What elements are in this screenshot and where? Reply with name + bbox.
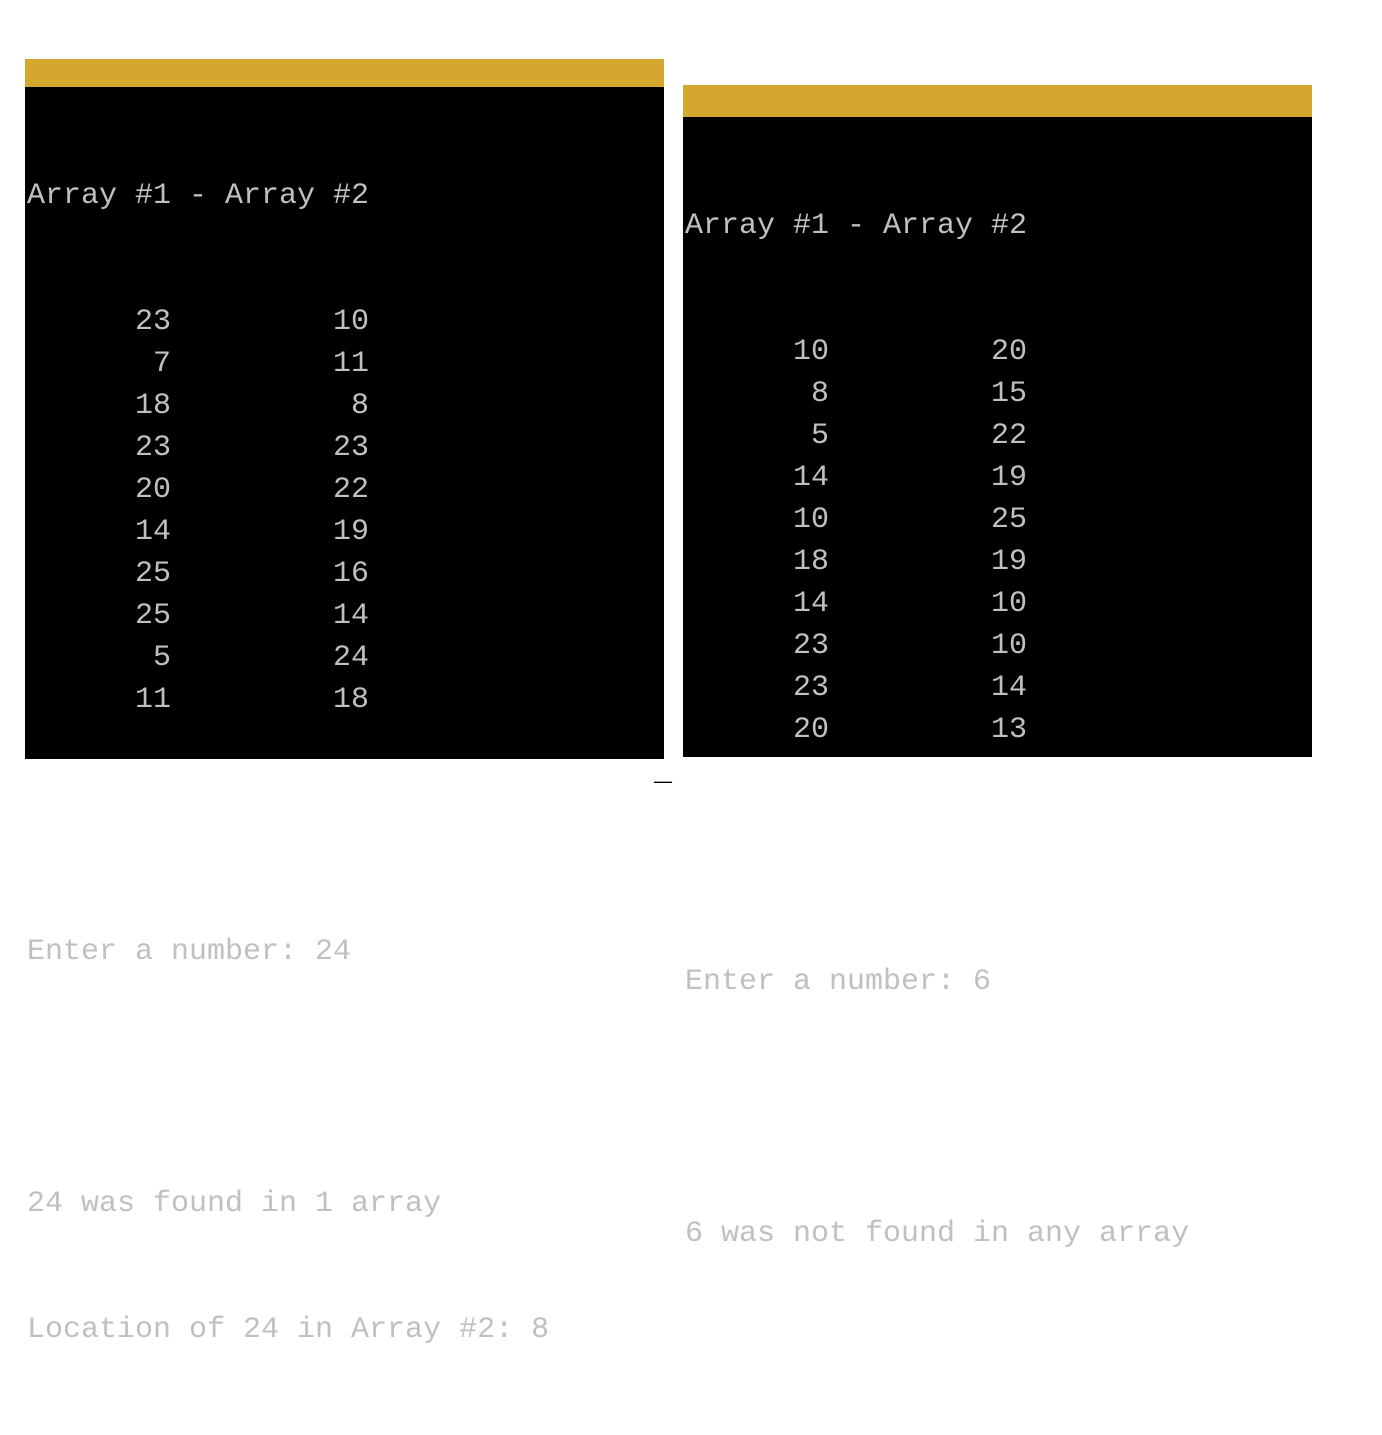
table-row: 18 19 xyxy=(685,541,1312,583)
result-line-1: 24 was found in 1 array xyxy=(27,1183,664,1225)
table-row: 10 25 xyxy=(685,499,1312,541)
titlebar-1 xyxy=(25,59,664,87)
prompt-line-2[interactable]: Enter a number: 6 xyxy=(685,961,1312,1003)
table-row: 23 23 xyxy=(27,427,664,469)
result-line-1: 6 was not found in any array xyxy=(685,1213,1312,1255)
table-row: 14 19 xyxy=(685,457,1312,499)
terminal-window-1: Array #1 - Array #2 23 10 7 11 18 8 23 2… xyxy=(25,59,664,759)
table-row: 5 22 xyxy=(685,415,1312,457)
table-row: 25 14 xyxy=(27,595,664,637)
table-row: 25 16 xyxy=(27,553,664,595)
blank-line xyxy=(685,835,1312,877)
table-row: 7 11 xyxy=(27,343,664,385)
terminal-output-2: Array #1 - Array #2 10 20 8 15 5 22 14 1… xyxy=(683,117,1312,1339)
table-row: 8 15 xyxy=(685,373,1312,415)
header-line: Array #1 - Array #2 xyxy=(27,175,664,217)
blank-line xyxy=(685,1087,1312,1129)
table-row: 11 18 xyxy=(27,679,664,721)
table-row: 23 10 xyxy=(685,625,1312,667)
prompt-label: Enter a number: xyxy=(685,965,973,999)
titlebar-2 xyxy=(683,85,1312,117)
table-row: 20 22 xyxy=(27,469,664,511)
blank-line xyxy=(27,1057,664,1099)
terminal-output-1: Array #1 - Array #2 23 10 7 11 18 8 23 2… xyxy=(25,87,664,1435)
data-rows-1: 23 10 7 11 18 8 23 23 20 22 14 19 25 16 … xyxy=(27,301,664,721)
table-row: 14 10 xyxy=(685,583,1312,625)
table-row: 23 10 xyxy=(27,301,664,343)
table-row: 18 8 xyxy=(27,385,664,427)
prompt-label: Enter a number: xyxy=(27,935,315,969)
cursor-icon: _ xyxy=(654,756,672,790)
table-row: 23 14 xyxy=(685,667,1312,709)
prompt-value: 6 xyxy=(973,965,991,999)
header-line: Array #1 - Array #2 xyxy=(685,205,1312,247)
prompt-line-1[interactable]: Enter a number: 24 xyxy=(27,931,664,973)
table-row: 10 20 xyxy=(685,331,1312,373)
table-row: 5 24 xyxy=(27,637,664,679)
data-rows-2: 10 20 8 15 5 22 14 19 10 25 18 19 14 10 … xyxy=(685,331,1312,751)
table-row: 20 13 xyxy=(685,709,1312,751)
blank-line xyxy=(27,805,664,847)
result-line-2: Location of 24 in Array #2: 8 xyxy=(27,1309,664,1351)
terminal-window-2: Array #1 - Array #2 10 20 8 15 5 22 14 1… xyxy=(683,85,1312,757)
table-row: 14 19 xyxy=(27,511,664,553)
prompt-value: 24 xyxy=(315,935,351,969)
